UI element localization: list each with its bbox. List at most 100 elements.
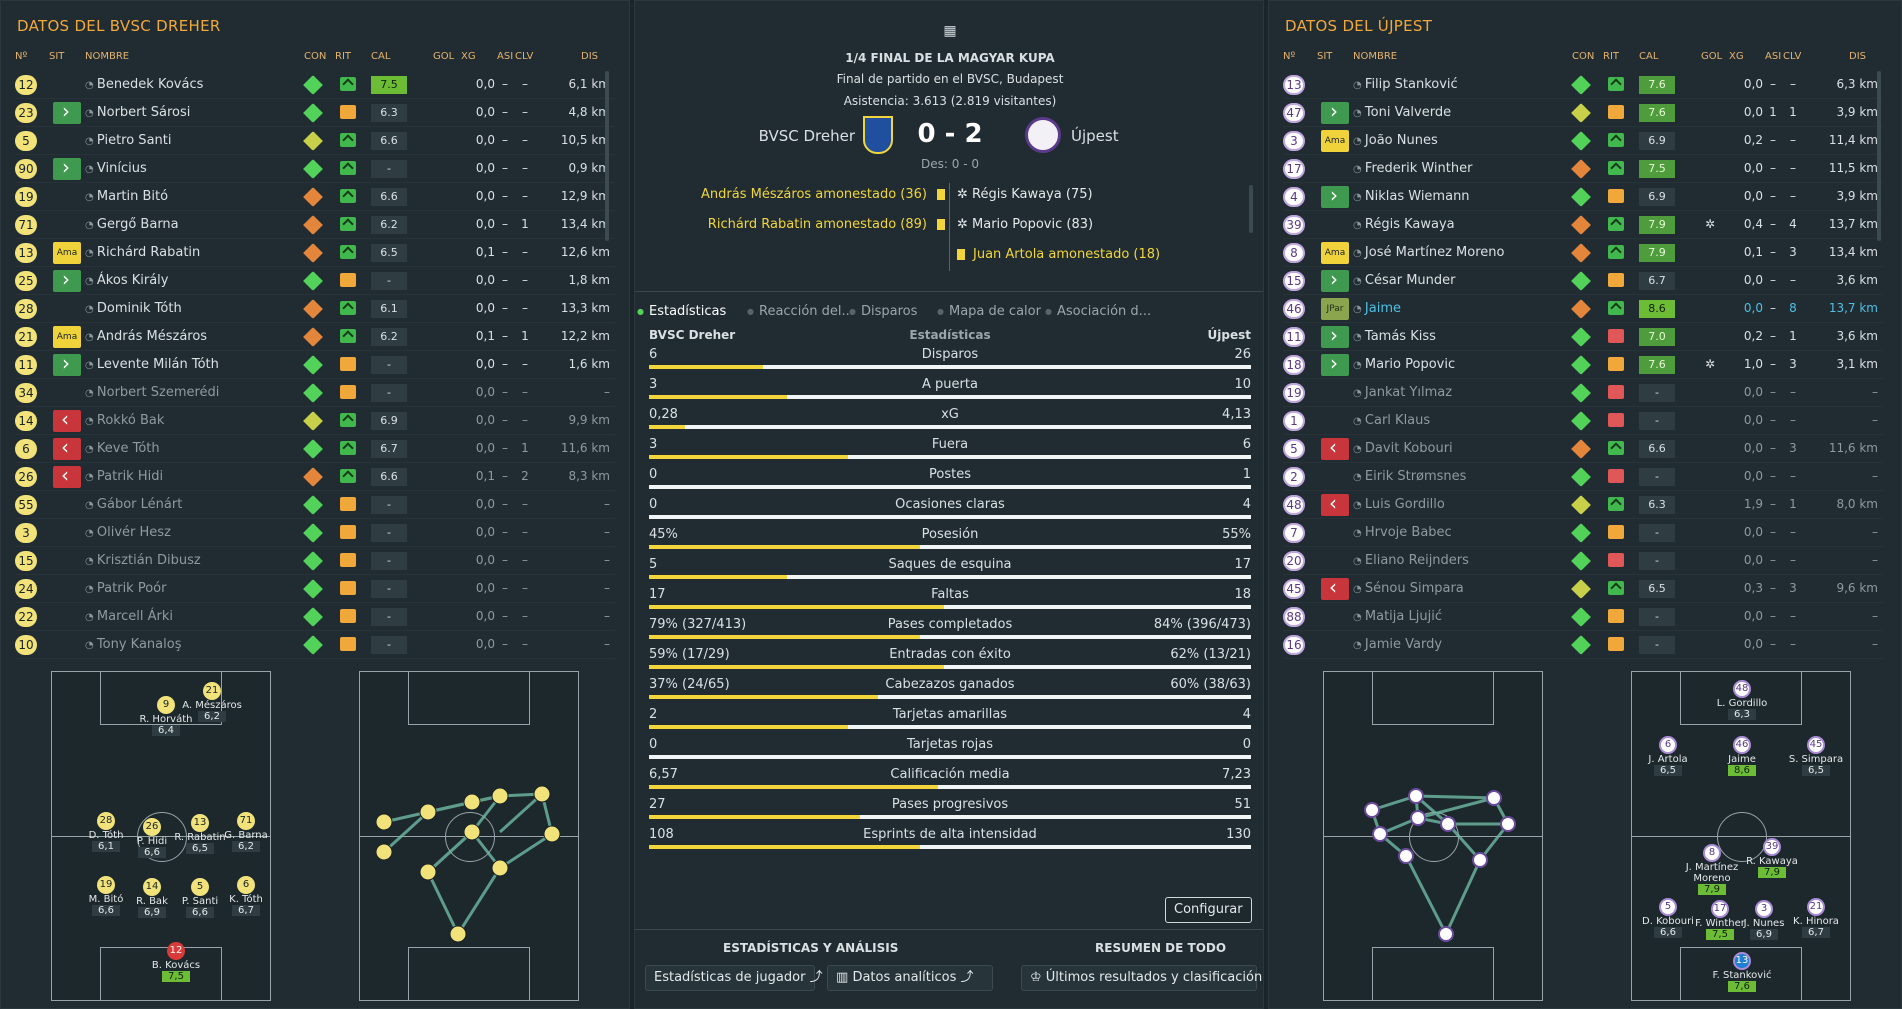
player-name[interactable]: Toni Valverde <box>1353 105 1573 120</box>
player-row[interactable]: 39 Régis Kawaya 7.9 ✲ 0,4–4 13,7 km <box>1283 211 1883 239</box>
player-name[interactable]: José Martínez Moreno <box>1353 245 1573 260</box>
player-name[interactable]: Krisztián Dibusz <box>85 553 305 568</box>
player-name[interactable]: Richárd Rabatin <box>85 245 305 260</box>
formation-player[interactable]: 48 L. Gordillo 6,3 <box>1712 680 1772 720</box>
player-name[interactable]: Olivér Hesz <box>85 525 305 540</box>
player-name[interactable]: Benedek Kovács <box>85 77 305 92</box>
stats-tab[interactable]: Disparos <box>861 304 918 319</box>
player-name[interactable]: Régis Kawaya <box>1353 217 1573 232</box>
player-name[interactable]: Patrik Poór <box>85 581 305 596</box>
player-row[interactable]: 3Olivér Hesz-0,0––– <box>15 519 615 547</box>
player-row[interactable]: 10Tony Kanaloş-0,0––– <box>15 631 615 659</box>
column-header[interactable]: ASI <box>1765 51 1782 62</box>
player-name[interactable]: Sénou Simpara <box>1353 581 1573 596</box>
formation-player[interactable]: 5 P. Santi 6,6 <box>170 878 230 918</box>
player-row[interactable]: 71 Gergő Barna 6.2 0,0–1 13,4 km <box>15 211 615 239</box>
player-name[interactable]: Gábor Lénárt <box>85 497 305 512</box>
column-header[interactable]: CAL <box>1639 51 1659 62</box>
results-button[interactable]: ♔ Últimos resultados y clasificación <box>1021 965 1262 991</box>
configure-button[interactable]: Configurar <box>1165 897 1252 923</box>
column-header[interactable]: XG <box>461 51 476 62</box>
stats-tab[interactable]: Mapa de calor <box>949 304 1041 319</box>
player-row[interactable]: 88Matija Ljujić-0,0––– <box>1283 603 1883 631</box>
player-name[interactable]: Pietro Santi <box>85 133 305 148</box>
formation-player[interactable]: 14 R. Bak 6,9 <box>122 878 182 918</box>
player-name[interactable]: Eirik Strømsnes <box>1353 469 1573 484</box>
player-row[interactable]: 24Patrik Poór-0,0––– <box>15 575 615 603</box>
player-name[interactable]: Tamás Kiss <box>1353 329 1573 344</box>
formation-player[interactable]: 8 J. Martínez Moreno 7,9 <box>1682 844 1742 895</box>
formation-player[interactable]: 71 G. Barna 6,2 <box>216 812 276 852</box>
stats-tab[interactable]: Reacción del... <box>759 304 854 319</box>
player-name[interactable]: Tony Kanaloş <box>85 637 305 652</box>
player-row[interactable]: 48 Luis Gordillo 6.3 1,9–1 8,0 km <box>1283 491 1883 519</box>
column-header[interactable]: DIS <box>1849 51 1866 62</box>
stats-tab[interactable]: Asociación d... <box>1057 304 1152 319</box>
formation-player[interactable]: 45 S. Simpara 6,5 <box>1786 736 1846 776</box>
away-team-name[interactable]: Újpest <box>1071 127 1119 145</box>
formation-player[interactable]: 5 D. Kobouri 6,6 <box>1638 898 1698 938</box>
player-row[interactable]: 5 Davit Kobouri 6.6 0,0–3 11,6 km <box>1283 435 1883 463</box>
player-row[interactable]: 25Ákos Király-0,0––1,8 km <box>15 267 615 295</box>
column-header[interactable]: CAL <box>371 51 391 62</box>
player-stats-button[interactable]: Estadísticas de jugador ⤴ <box>645 965 823 991</box>
player-row[interactable]: 46 JPar Jaime 8.6 0,0–8 13,7 km <box>1283 295 1883 323</box>
column-header[interactable]: RIT <box>1603 51 1620 62</box>
player-name[interactable]: Jaime <box>1353 301 1573 316</box>
player-row[interactable]: 47 Toni Valverde 7.6 0,0 11 3,9 km <box>1283 99 1883 127</box>
column-header[interactable]: ASI <box>497 51 514 62</box>
player-name[interactable]: João Nunes <box>1353 133 1573 148</box>
player-name[interactable]: Niklas Wiemann <box>1353 189 1573 204</box>
formation-player[interactable]: 17 F. Winther 7,5 <box>1690 900 1750 940</box>
player-row[interactable]: 34Norbert Szemerédi-0,0––– <box>15 379 615 407</box>
player-name[interactable]: Filip Stanković <box>1353 77 1573 92</box>
player-row[interactable]: 11Levente Milán Tóth-0,0––1,6 km <box>15 351 615 379</box>
player-name[interactable]: Marcell Árki <box>85 609 305 624</box>
column-header[interactable]: Nº <box>15 51 28 62</box>
player-row[interactable]: 7Hrvoje Babec-0,0––– <box>1283 519 1883 547</box>
formation-player[interactable]: 9 R. Horváth 6,4 <box>136 696 196 736</box>
column-header[interactable]: NOMBRE <box>1353 51 1398 62</box>
player-name[interactable]: Davit Kobouri <box>1353 441 1573 456</box>
player-row[interactable]: 55Gábor Lénárt-0,0––– <box>15 491 615 519</box>
player-name[interactable]: Rokkó Bak <box>85 413 305 428</box>
away-table-scrollbar[interactable] <box>1877 71 1881 241</box>
player-name[interactable]: Frederik Winther <box>1353 161 1573 176</box>
away-team-crest[interactable] <box>1025 117 1061 153</box>
column-header[interactable]: CON <box>304 51 327 62</box>
column-header[interactable]: RIT <box>335 51 352 62</box>
column-header[interactable]: DIS <box>581 51 598 62</box>
player-row[interactable]: 90Vinícius-0,0––0,9 km <box>15 155 615 183</box>
player-row[interactable]: 2Eirik Strømsnes-0,0––– <box>1283 463 1883 491</box>
formation-player[interactable]: 21 A. Mészáros 6,2 <box>182 682 242 722</box>
formation-player[interactable]: 26 P. Hidi 6,6 <box>122 818 182 858</box>
player-name[interactable]: Carl Klaus <box>1353 413 1573 428</box>
formation-player[interactable]: 46 Jaime 8,6 <box>1712 736 1772 776</box>
player-name[interactable]: Vinícius <box>85 161 305 176</box>
formation-player[interactable]: 3 J. Nunes 6,9 <box>1734 900 1794 940</box>
formation-player[interactable]: 28 D. Tóth 6,1 <box>76 812 136 852</box>
column-header[interactable]: CLV <box>1783 51 1802 62</box>
player-name[interactable]: Keve Tóth <box>85 441 305 456</box>
player-name[interactable]: Ákos Király <box>85 273 305 288</box>
player-row[interactable]: 18 Mario Popovic 7.6 ✲ 1,0–3 3,1 km <box>1283 351 1883 379</box>
player-name[interactable]: Levente Milán Tóth <box>85 357 305 372</box>
formation-player[interactable]: 6 J. Artola 6,5 <box>1638 736 1698 776</box>
column-header[interactable]: Nº <box>1283 51 1296 62</box>
player-name[interactable]: Norbert Szemerédi <box>85 385 305 400</box>
player-name[interactable]: Patrik Hidi <box>85 469 305 484</box>
player-name[interactable]: Martin Bitó <box>85 189 305 204</box>
home-table-scrollbar[interactable] <box>605 71 609 241</box>
player-row[interactable]: 6 Keve Tóth 6.7 0,0–1 11,6 km <box>15 435 615 463</box>
column-header[interactable]: NOMBRE <box>85 51 130 62</box>
formation-player[interactable]: 13 F. Stanković 7,6 <box>1712 952 1772 992</box>
